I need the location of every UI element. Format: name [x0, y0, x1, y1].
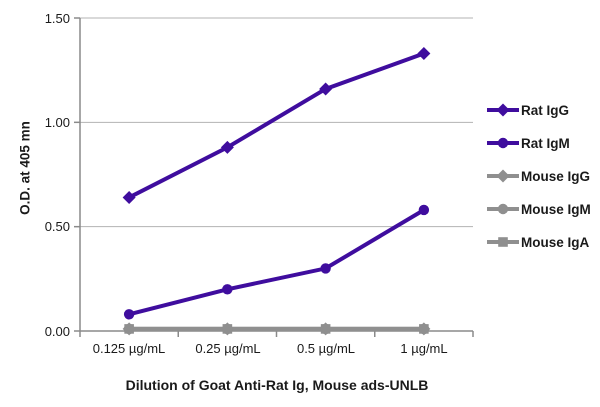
y-tick-label: 0.00 — [44, 324, 70, 339]
legend-label: Mouse IgA — [521, 234, 590, 250]
y-axis-title: O.D. at 405 mn — [17, 121, 33, 215]
x-tick-label: 0.25 µg/mL — [195, 341, 261, 356]
mouse-igm-legend-marker-icon — [487, 203, 519, 215]
legend-label: Rat IgM — [521, 135, 570, 151]
legend-item-mouse-igm: Mouse IgM — [486, 201, 591, 217]
legend-item-mouse-iga: Mouse IgA — [486, 234, 591, 250]
legend-label: Rat IgG — [521, 102, 570, 118]
y-tick-label: 1.00 — [44, 115, 70, 130]
legend-item-mouse-igg: Mouse IgG — [486, 168, 591, 184]
mouse-igg-legend-marker-icon — [487, 169, 519, 183]
legend-item-rat-igm: Rat IgM — [486, 135, 591, 151]
mouse-iga-legend-marker-icon — [487, 237, 519, 247]
x-tick-label: 0.125 µg/mL — [92, 341, 166, 356]
rat-igm-legend-marker-icon — [487, 137, 519, 149]
legend-item-rat-igg: Rat IgG — [486, 102, 591, 118]
x-tick-label: 0.5 µg/mL — [296, 341, 356, 356]
legend: Rat IgG Rat IgM Mouse IgG Mouse IgM Mous… — [486, 103, 591, 268]
legend-label: Mouse IgM — [521, 201, 591, 217]
legend-label: Mouse IgG — [521, 168, 591, 184]
x-axis-title: Dilution of Goat Anti-Rat Ig, Mouse ads-… — [125, 377, 429, 393]
y-tick-label: 1.50 — [44, 11, 70, 26]
rat-igg-legend-marker-icon — [487, 103, 519, 117]
x-tick-label: 1 µg/mL — [400, 341, 448, 356]
y-tick-label: 0.50 — [44, 219, 70, 234]
